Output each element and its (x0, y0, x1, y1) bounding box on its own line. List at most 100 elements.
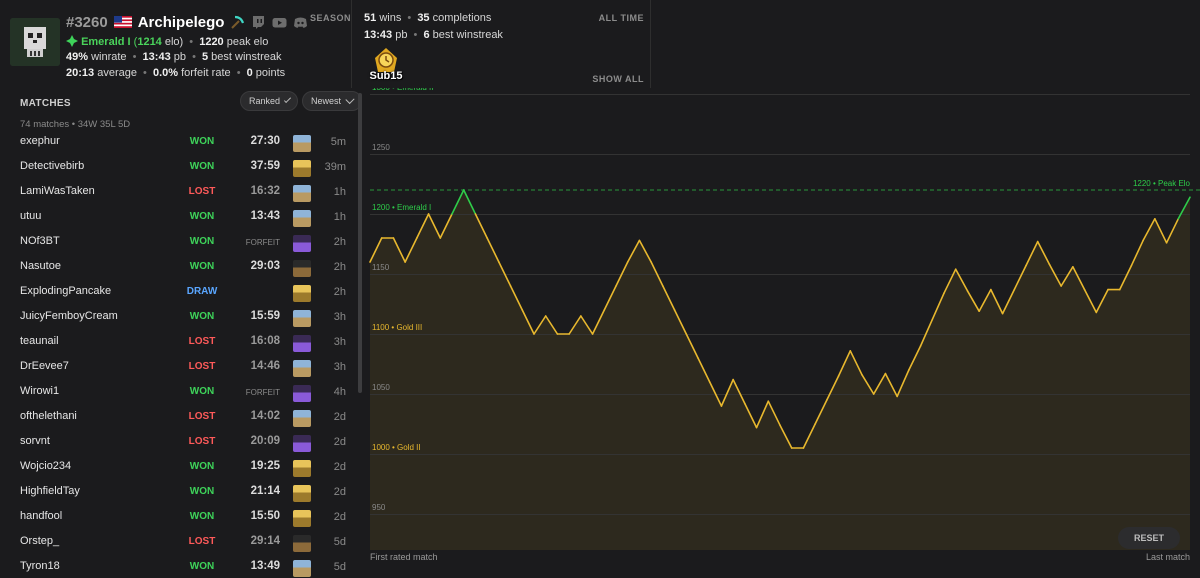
y-tick-label: 1050 (372, 383, 390, 392)
match-row[interactable]: DrEevee7 LOST 14:46 3h (0, 356, 358, 381)
opponent-name[interactable]: LamiWasTaken (20, 185, 95, 197)
elo-line-segment (966, 290, 980, 312)
match-row[interactable]: exephur WON 27:30 5m (0, 131, 358, 156)
temple-seed-icon (293, 510, 311, 527)
match-row[interactable]: Orstep_ LOST 29:14 5d (0, 531, 358, 556)
village-seed-icon (293, 560, 311, 577)
pickaxe-icon (230, 15, 245, 30)
peak-elo-label: peak elo (226, 36, 269, 48)
alltime-wins-label: wins (379, 12, 402, 24)
show-all-button[interactable]: SHOW ALL (592, 74, 644, 84)
elo-line-segment (580, 315, 594, 335)
match-result: LOST (188, 186, 216, 197)
match-time: 15:50 (250, 510, 280, 522)
elo-line-segment (626, 239, 641, 263)
match-row[interactable]: NOf3BT WON FORFEIT 2h (0, 231, 358, 256)
opponent-name[interactable]: Detectivebirb (20, 160, 85, 172)
match-row[interactable]: Nasutoe WON 29:03 2h (0, 256, 358, 281)
match-result: DRAW (186, 286, 218, 297)
opponent-name[interactable]: Tyron18 (20, 560, 60, 572)
opponent-name[interactable]: Wirowi1 (20, 385, 60, 397)
elo-line-segment (1177, 196, 1191, 220)
opponent-name[interactable]: teaunail (20, 335, 59, 347)
opponent-name[interactable]: handfool (20, 510, 63, 522)
alltime-label: ALL TIME (598, 13, 644, 23)
opponent-name[interactable]: sorvnt (20, 435, 50, 447)
elo-line-segment (498, 261, 512, 287)
elo-chart[interactable]: 1300 • Emerald II 1250 1200 • Emerald I 115… (364, 88, 1200, 578)
x-axis-last-label: Last match (1145, 552, 1190, 562)
match-time: 16:32 (250, 185, 280, 197)
opponent-name[interactable]: Wojcio234 (20, 460, 72, 472)
twitch-icon[interactable] (251, 15, 266, 30)
match-row[interactable]: Wojcio234 WON 19:25 2d (0, 456, 358, 481)
discord-icon[interactable] (293, 15, 308, 30)
opponent-name[interactable]: DrEevee7 (20, 360, 69, 372)
village-seed-icon (293, 360, 311, 377)
opponent-name[interactable]: Nasutoe (20, 260, 61, 272)
elo-line-segment (1025, 240, 1039, 267)
elo-line-segment (1060, 266, 1074, 287)
opponent-name[interactable]: NOf3BT (20, 235, 60, 247)
match-result: LOST (188, 536, 216, 547)
match-row[interactable]: Detectivebirb WON 37:59 39m (0, 156, 358, 181)
opponent-name[interactable]: JuicyFemboyCream (20, 310, 118, 322)
opponent-name[interactable]: Orstep_ (20, 535, 60, 547)
match-age: 2d (333, 486, 346, 498)
elo-line-segment (1001, 288, 1016, 315)
match-result: LOST (188, 336, 216, 347)
elo-line-segment (849, 349, 863, 376)
match-time: 29:03 (250, 260, 280, 272)
opponent-name[interactable]: ExplodingPancake (20, 285, 112, 297)
elo-line-segment (732, 378, 746, 405)
match-row[interactable]: utuu WON 13:43 1h (0, 206, 358, 231)
elo-line-segment (802, 423, 816, 449)
match-time: FORFEIT (245, 388, 280, 397)
sort-dropdown[interactable]: Newest (302, 91, 362, 111)
match-row[interactable]: HighfieldTay WON 21:14 2d (0, 481, 358, 506)
match-result: LOST (188, 361, 216, 372)
elo-line-segment (978, 288, 992, 312)
y-tick-label: 950 (372, 503, 386, 512)
match-row[interactable]: sorvnt LOST 20:09 2d (0, 431, 358, 456)
match-age: 3h (333, 336, 346, 348)
match-age: 5m (330, 136, 346, 148)
match-time: 19:25 (250, 460, 280, 472)
match-row[interactable]: JuicyFemboyCream WON 15:59 3h (0, 306, 358, 331)
opponent-name[interactable]: HighfieldTay (20, 485, 80, 497)
match-row[interactable]: teaunail LOST 16:08 3h (0, 331, 358, 356)
best-winstreak-value: 5 (201, 51, 209, 63)
match-row[interactable]: Wirowi1 WON FORFEIT 4h (0, 381, 358, 406)
matches-scrollbar[interactable] (358, 93, 362, 393)
temple-seed-icon (293, 460, 311, 477)
y-tick-label: 1300 • Emerald II (372, 88, 434, 92)
elo-line-segment (919, 318, 934, 347)
match-time: 14:02 (250, 410, 280, 422)
match-age: 2h (333, 261, 346, 273)
ranked-filter-dropdown[interactable]: Ranked (240, 91, 298, 111)
elo-line-segment (369, 237, 383, 263)
leaderboard-rank: #3260 (66, 13, 108, 31)
elo-line-segment (1095, 288, 1109, 314)
elo-line-segment (1118, 264, 1133, 291)
reset-zoom-button[interactable]: RESET (1118, 527, 1180, 549)
opponent-name[interactable]: exephur (20, 135, 60, 147)
match-age: 4h (333, 386, 346, 398)
match-row[interactable]: Tyron18 WON 13:49 5d (0, 556, 358, 578)
elo-line-segment (521, 309, 535, 335)
opponent-name[interactable]: ofthelethani (20, 410, 77, 422)
chevron-down-icon (283, 95, 292, 103)
youtube-icon[interactable] (272, 15, 287, 30)
elo-line-segment (474, 213, 488, 239)
opponent-name[interactable]: utuu (20, 210, 42, 222)
match-row[interactable]: handfool WON 15:50 2d (0, 506, 358, 531)
match-row[interactable]: LamiWasTaken LOST 16:32 1h (0, 181, 358, 206)
match-age: 5d (333, 561, 346, 573)
match-age: 2d (333, 411, 346, 423)
elo-suffix: elo) (164, 36, 184, 48)
match-row[interactable]: ofthelethani LOST 14:02 2d (0, 406, 358, 431)
match-age: 2h (333, 236, 346, 248)
match-row[interactable]: ExplodingPancake DRAW 2h (0, 281, 358, 306)
village-seed-icon (293, 310, 311, 327)
alltime-completions-label: completions (432, 12, 492, 24)
